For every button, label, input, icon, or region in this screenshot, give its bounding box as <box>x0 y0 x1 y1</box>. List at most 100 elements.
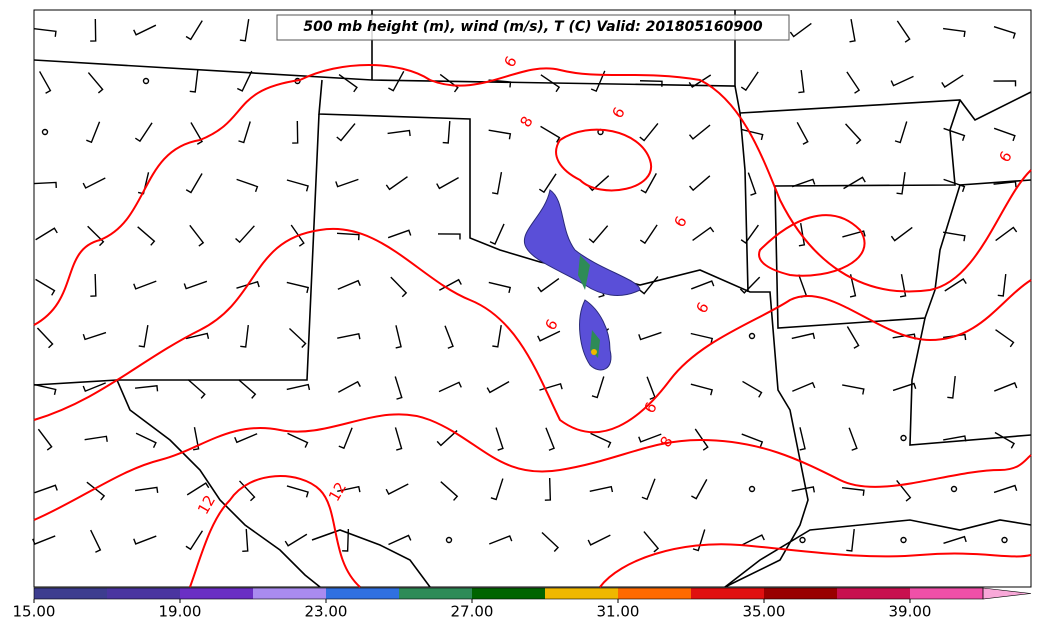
wind-barb <box>691 479 708 500</box>
border <box>311 529 431 588</box>
wind-barb <box>234 433 258 444</box>
wind-barb <box>798 69 805 94</box>
wind-barb <box>694 428 709 451</box>
wind-barb <box>185 530 204 551</box>
wind-barb <box>336 232 360 241</box>
wind-barb <box>688 124 711 140</box>
calm-marker <box>748 332 756 340</box>
colorbar-segment <box>34 588 107 599</box>
border <box>739 91 1032 122</box>
border <box>115 113 321 588</box>
colorbar-segment <box>910 588 983 599</box>
wind-barb <box>284 533 308 547</box>
wind-barb <box>842 230 866 238</box>
wind-barb <box>440 481 459 501</box>
colorbar: 15.00 19.00 23.00 27.00 31.00 35.00 39.00 <box>13 587 1032 621</box>
wind-barb <box>187 379 206 399</box>
colorbar-segment <box>253 588 326 599</box>
wind-barb <box>394 376 403 400</box>
wind-barb <box>292 120 299 144</box>
wind-barb <box>791 332 816 340</box>
wind-barb <box>86 121 101 144</box>
wind-barb <box>336 123 356 142</box>
wind-barb <box>994 431 1016 449</box>
wind-barb <box>438 381 462 393</box>
wind-barb <box>739 276 761 294</box>
wind-barb <box>896 20 911 43</box>
wind-barb <box>544 477 552 501</box>
wind-barb <box>337 279 361 290</box>
wind-barb <box>395 325 402 349</box>
wind-barb <box>591 376 605 399</box>
wind-barb <box>444 325 454 349</box>
wind-barb <box>993 26 1016 39</box>
wind-barb <box>82 331 107 341</box>
wind-barb <box>185 173 203 194</box>
wind-barb <box>588 175 610 192</box>
wind-barb <box>943 231 966 242</box>
wind-barb <box>848 427 858 451</box>
wind-barb <box>692 529 706 552</box>
wind-barb <box>890 75 914 87</box>
precip-area <box>523 189 641 371</box>
coastline <box>724 519 1032 588</box>
wind-barb <box>639 224 658 245</box>
wind-barb <box>436 430 458 447</box>
wind-barb <box>34 484 58 494</box>
wind-barb <box>539 383 563 391</box>
wind-barb <box>133 535 157 545</box>
wind-barb <box>486 380 510 394</box>
wind-barb <box>87 225 105 247</box>
wind-barb <box>337 380 361 393</box>
calm-marker <box>445 536 453 544</box>
wind-barb <box>240 324 249 348</box>
wind-barb <box>846 71 861 94</box>
wind-barb <box>943 178 966 193</box>
wind-barb <box>640 173 657 194</box>
wind-barb <box>488 535 513 545</box>
wind-barb <box>997 273 1007 297</box>
wind-barb <box>690 383 713 396</box>
wind-barb <box>747 172 757 196</box>
wind-barb <box>492 325 502 348</box>
wind-barb <box>390 276 408 298</box>
wind-barb <box>692 226 715 242</box>
wind-barb <box>587 534 611 546</box>
wind-barb <box>489 223 505 245</box>
wind-barb <box>35 278 56 296</box>
wind-barb <box>643 531 660 553</box>
wind-barb <box>791 178 816 188</box>
wind-barb <box>82 177 106 189</box>
wind-barb <box>387 229 412 239</box>
wind-barb <box>385 176 408 191</box>
wind-barb <box>133 24 157 36</box>
wind-barb <box>892 382 917 392</box>
wind-barb <box>185 332 210 340</box>
colorbar-tick-label: 23.00 <box>305 603 348 621</box>
contour <box>189 475 361 588</box>
wind-barb <box>189 69 199 93</box>
wind-barb <box>846 528 855 552</box>
wind-barb <box>993 80 1017 87</box>
wind-barb <box>394 427 403 451</box>
wind-barb <box>236 178 259 193</box>
wind-barb <box>894 121 908 144</box>
colorbar-segment <box>618 588 691 599</box>
wind-barb <box>638 433 662 443</box>
wind-barb <box>899 274 907 298</box>
wind-barb <box>86 481 106 501</box>
wind-barb <box>82 382 106 393</box>
wind-barb <box>335 178 359 188</box>
colorbar-extension <box>982 587 1032 600</box>
temperature-contours <box>33 64 1032 588</box>
calm-marker <box>900 434 907 442</box>
colorbar-tick-label: 19.00 <box>159 603 202 621</box>
wind-barb <box>137 226 156 246</box>
colorbar-segment <box>472 588 545 599</box>
wind-barb <box>238 379 257 399</box>
contour <box>33 64 1032 326</box>
colorbar-outline <box>33 587 984 600</box>
wind-barb <box>189 224 205 247</box>
wind-barb <box>541 531 560 553</box>
wind-barb <box>799 427 806 451</box>
